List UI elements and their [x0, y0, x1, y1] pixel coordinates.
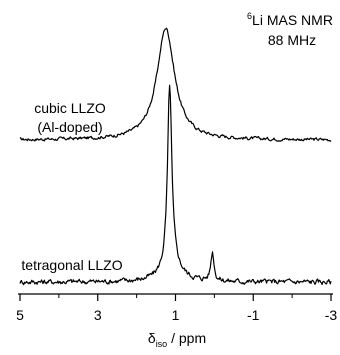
- x-tick-label: 1: [172, 307, 180, 323]
- x-tick-label: -1: [247, 307, 260, 323]
- x-axis-label-subscript: iso: [156, 339, 168, 349]
- x-axis-ticks: 5 3 1 -1 -3: [16, 294, 337, 323]
- chart-title-main: Li MAS NMR: [252, 12, 333, 28]
- x-axis-label-unit: / ppm: [167, 330, 206, 346]
- x-tick-label: 3: [94, 307, 102, 323]
- series-label-cubic: cubic LLZO: [34, 100, 106, 116]
- x-tick-label: 5: [16, 307, 24, 323]
- chart-title-line1: 6Li MAS NMR: [247, 11, 333, 28]
- series-label-tetragonal: tetragonal LLZO: [21, 257, 122, 273]
- chart-title-line2: 88 MHz: [268, 32, 316, 48]
- spectrum-trace-cubic: [19, 27, 332, 142]
- series-sublabel-cubic: (Al-doped): [37, 119, 102, 135]
- spectrum-trace-tetragonal: [19, 84, 332, 286]
- x-axis-label: δiso / ppm: [148, 330, 206, 349]
- chart-title-superscript: 6: [247, 11, 252, 21]
- x-tick-label: -3: [325, 307, 338, 323]
- x-axis-label-symbol: δ: [148, 330, 156, 346]
